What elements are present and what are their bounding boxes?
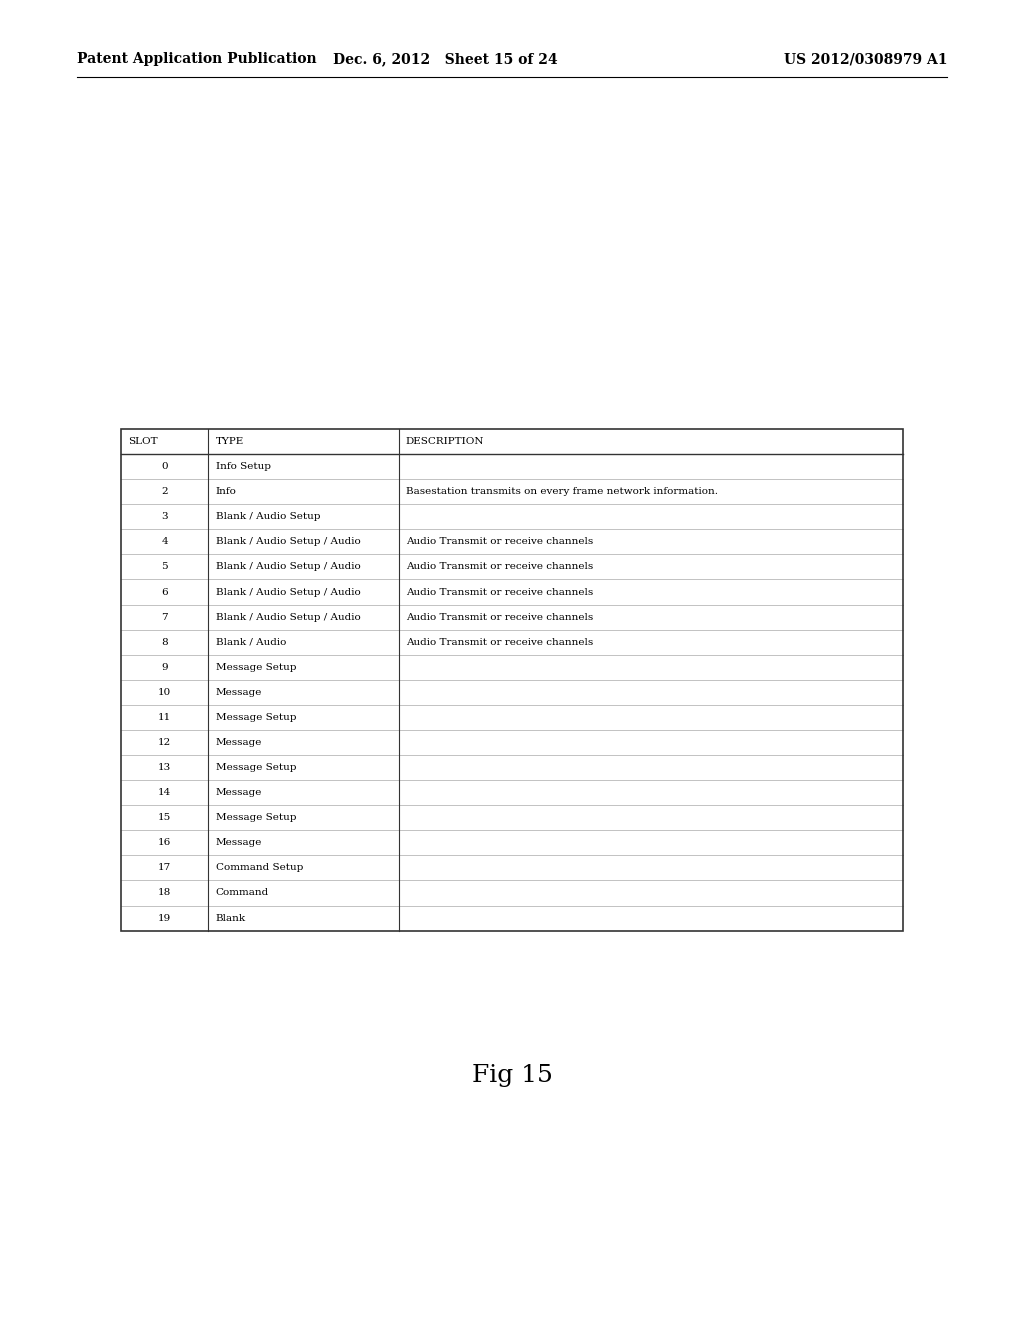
- Text: Blank / Audio: Blank / Audio: [216, 638, 286, 647]
- Text: Message: Message: [216, 788, 262, 797]
- Text: 3: 3: [162, 512, 168, 521]
- Text: US 2012/0308979 A1: US 2012/0308979 A1: [783, 53, 947, 66]
- Text: 9: 9: [162, 663, 168, 672]
- Text: 17: 17: [158, 863, 171, 873]
- Text: 5: 5: [162, 562, 168, 572]
- Text: Info: Info: [216, 487, 237, 496]
- Text: Fig 15: Fig 15: [472, 1064, 552, 1088]
- Text: Blank / Audio Setup / Audio: Blank / Audio Setup / Audio: [216, 587, 360, 597]
- Text: Blank / Audio Setup / Audio: Blank / Audio Setup / Audio: [216, 562, 360, 572]
- Text: Message Setup: Message Setup: [216, 763, 296, 772]
- Text: Message: Message: [216, 838, 262, 847]
- Text: Audio Transmit or receive channels: Audio Transmit or receive channels: [406, 612, 593, 622]
- Text: Audio Transmit or receive channels: Audio Transmit or receive channels: [406, 638, 593, 647]
- Text: 14: 14: [158, 788, 171, 797]
- Text: SLOT: SLOT: [128, 437, 158, 446]
- Text: 7: 7: [162, 612, 168, 622]
- Text: Command Setup: Command Setup: [216, 863, 303, 873]
- Text: 4: 4: [162, 537, 168, 546]
- Text: Info Setup: Info Setup: [216, 462, 270, 471]
- Text: Message: Message: [216, 738, 262, 747]
- Text: 10: 10: [158, 688, 171, 697]
- Text: 12: 12: [158, 738, 171, 747]
- Text: 8: 8: [162, 638, 168, 647]
- Text: 11: 11: [158, 713, 171, 722]
- Text: 15: 15: [158, 813, 171, 822]
- Text: 13: 13: [158, 763, 171, 772]
- Text: Basestation transmits on every frame network information.: Basestation transmits on every frame net…: [406, 487, 718, 496]
- Bar: [121, 429, 903, 931]
- Text: 6: 6: [162, 587, 168, 597]
- Text: Patent Application Publication: Patent Application Publication: [77, 53, 316, 66]
- Text: Dec. 6, 2012   Sheet 15 of 24: Dec. 6, 2012 Sheet 15 of 24: [333, 53, 558, 66]
- Text: 16: 16: [158, 838, 171, 847]
- Text: Message Setup: Message Setup: [216, 813, 296, 822]
- Text: Audio Transmit or receive channels: Audio Transmit or receive channels: [406, 537, 593, 546]
- Text: Message Setup: Message Setup: [216, 663, 296, 672]
- Text: Blank / Audio Setup: Blank / Audio Setup: [216, 512, 321, 521]
- Text: 18: 18: [158, 888, 171, 898]
- Text: Blank / Audio Setup / Audio: Blank / Audio Setup / Audio: [216, 537, 360, 546]
- Text: DESCRIPTION: DESCRIPTION: [406, 437, 484, 446]
- Text: TYPE: TYPE: [216, 437, 244, 446]
- Text: 0: 0: [162, 462, 168, 471]
- Text: Audio Transmit or receive channels: Audio Transmit or receive channels: [406, 562, 593, 572]
- Text: 19: 19: [158, 913, 171, 923]
- Text: 2: 2: [162, 487, 168, 496]
- Text: Message: Message: [216, 688, 262, 697]
- Text: Blank / Audio Setup / Audio: Blank / Audio Setup / Audio: [216, 612, 360, 622]
- Text: Blank: Blank: [216, 913, 246, 923]
- Text: Message Setup: Message Setup: [216, 713, 296, 722]
- Text: Command: Command: [216, 888, 269, 898]
- Text: Audio Transmit or receive channels: Audio Transmit or receive channels: [406, 587, 593, 597]
